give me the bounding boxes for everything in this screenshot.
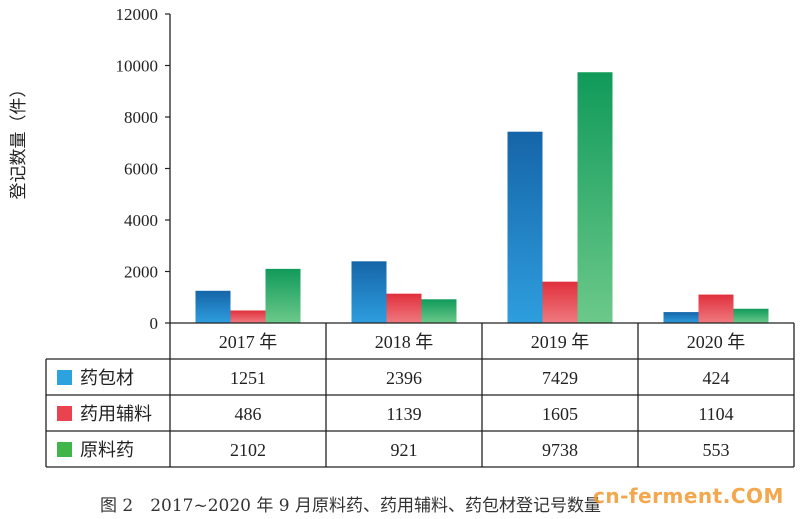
x-tick-label: 2018 年 bbox=[375, 332, 434, 352]
data-table-cell: 9738 bbox=[542, 440, 578, 460]
bar bbox=[265, 268, 301, 323]
bar bbox=[195, 290, 231, 323]
data-table-cell: 7429 bbox=[542, 368, 578, 388]
data-table-cell: 553 bbox=[703, 440, 730, 460]
data-table-cell: 1251 bbox=[230, 368, 266, 388]
data-table-cell: 424 bbox=[703, 368, 730, 388]
data-table-cell: 1605 bbox=[542, 404, 578, 424]
bar bbox=[230, 310, 266, 323]
y-tick-label: 12000 bbox=[116, 5, 159, 24]
bar bbox=[421, 299, 457, 323]
legend-label: 药包材 bbox=[80, 368, 134, 389]
legend-label: 药用辅料 bbox=[80, 404, 152, 425]
y-tick-label: 8000 bbox=[124, 108, 158, 127]
data-table-cell: 921 bbox=[391, 440, 418, 460]
bar bbox=[733, 308, 769, 323]
figure-caption: 图 2 2017~2020 年 9 月原料药、药用辅料、药包材登记号数量 bbox=[100, 496, 602, 516]
y-axis-title: 登记数量（件） bbox=[9, 81, 29, 200]
data-table-cell: 486 bbox=[235, 404, 262, 424]
data-table-cell: 2396 bbox=[386, 368, 422, 388]
watermark-logo: cn-ferment.COM bbox=[593, 484, 784, 508]
data-table-cell: 1139 bbox=[386, 404, 421, 424]
data-table-cell: 2102 bbox=[230, 440, 266, 460]
y-tick-label: 0 bbox=[150, 314, 159, 333]
x-tick-label: 2019 年 bbox=[531, 332, 590, 352]
legend-swatch bbox=[57, 406, 72, 421]
x-tick-label: 2020 年 bbox=[687, 332, 746, 352]
y-tick-label: 2000 bbox=[124, 263, 158, 282]
legend-swatch bbox=[57, 370, 72, 385]
y-tick-label: 10000 bbox=[116, 57, 159, 76]
bar bbox=[386, 293, 422, 323]
x-tick-label: 2017 年 bbox=[219, 332, 278, 352]
y-tick-label: 4000 bbox=[124, 211, 158, 230]
data-table-cell: 1104 bbox=[698, 404, 733, 424]
legend-swatch bbox=[57, 442, 72, 457]
bar-chart: 0 2000 4000 6000 8000 10000 12000 登记数量（件） 2017 … bbox=[9, 5, 795, 468]
legend-label: 原料药 bbox=[80, 440, 134, 461]
y-tick-label: 6000 bbox=[124, 160, 158, 179]
bar bbox=[351, 261, 387, 323]
bar bbox=[542, 281, 578, 323]
bar bbox=[577, 72, 613, 324]
bar bbox=[507, 131, 543, 323]
bar bbox=[698, 294, 734, 323]
bar bbox=[663, 312, 699, 323]
